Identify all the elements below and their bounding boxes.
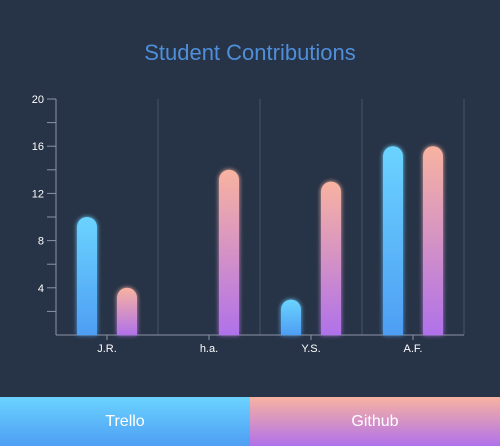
bar-github-jr[interactable] xyxy=(117,288,137,335)
x-tick-label: A.F. xyxy=(404,343,423,355)
legend-github-button[interactable]: Github xyxy=(250,397,500,446)
bar-github-af[interactable] xyxy=(423,146,443,335)
y-tick-label: 8 xyxy=(38,236,44,248)
x-tick-label: J.R. xyxy=(97,343,117,355)
bar-trello-af[interactable] xyxy=(383,146,403,335)
legend: Trello Github xyxy=(0,397,500,446)
x-tick-label: Y.S. xyxy=(301,343,320,355)
legend-trello-button[interactable]: Trello xyxy=(0,397,250,446)
bar-github-ys[interactable] xyxy=(321,182,341,335)
bar-trello-jr[interactable] xyxy=(77,217,97,335)
bar-github-ha[interactable] xyxy=(219,170,239,335)
bar-trello-ys[interactable] xyxy=(281,300,301,335)
y-tick-label: 16 xyxy=(32,141,44,153)
y-tick-label: 12 xyxy=(32,188,44,200)
y-tick-label: 4 xyxy=(38,283,44,295)
x-tick-label: h.a. xyxy=(200,343,218,355)
y-tick-label: 20 xyxy=(32,94,44,106)
